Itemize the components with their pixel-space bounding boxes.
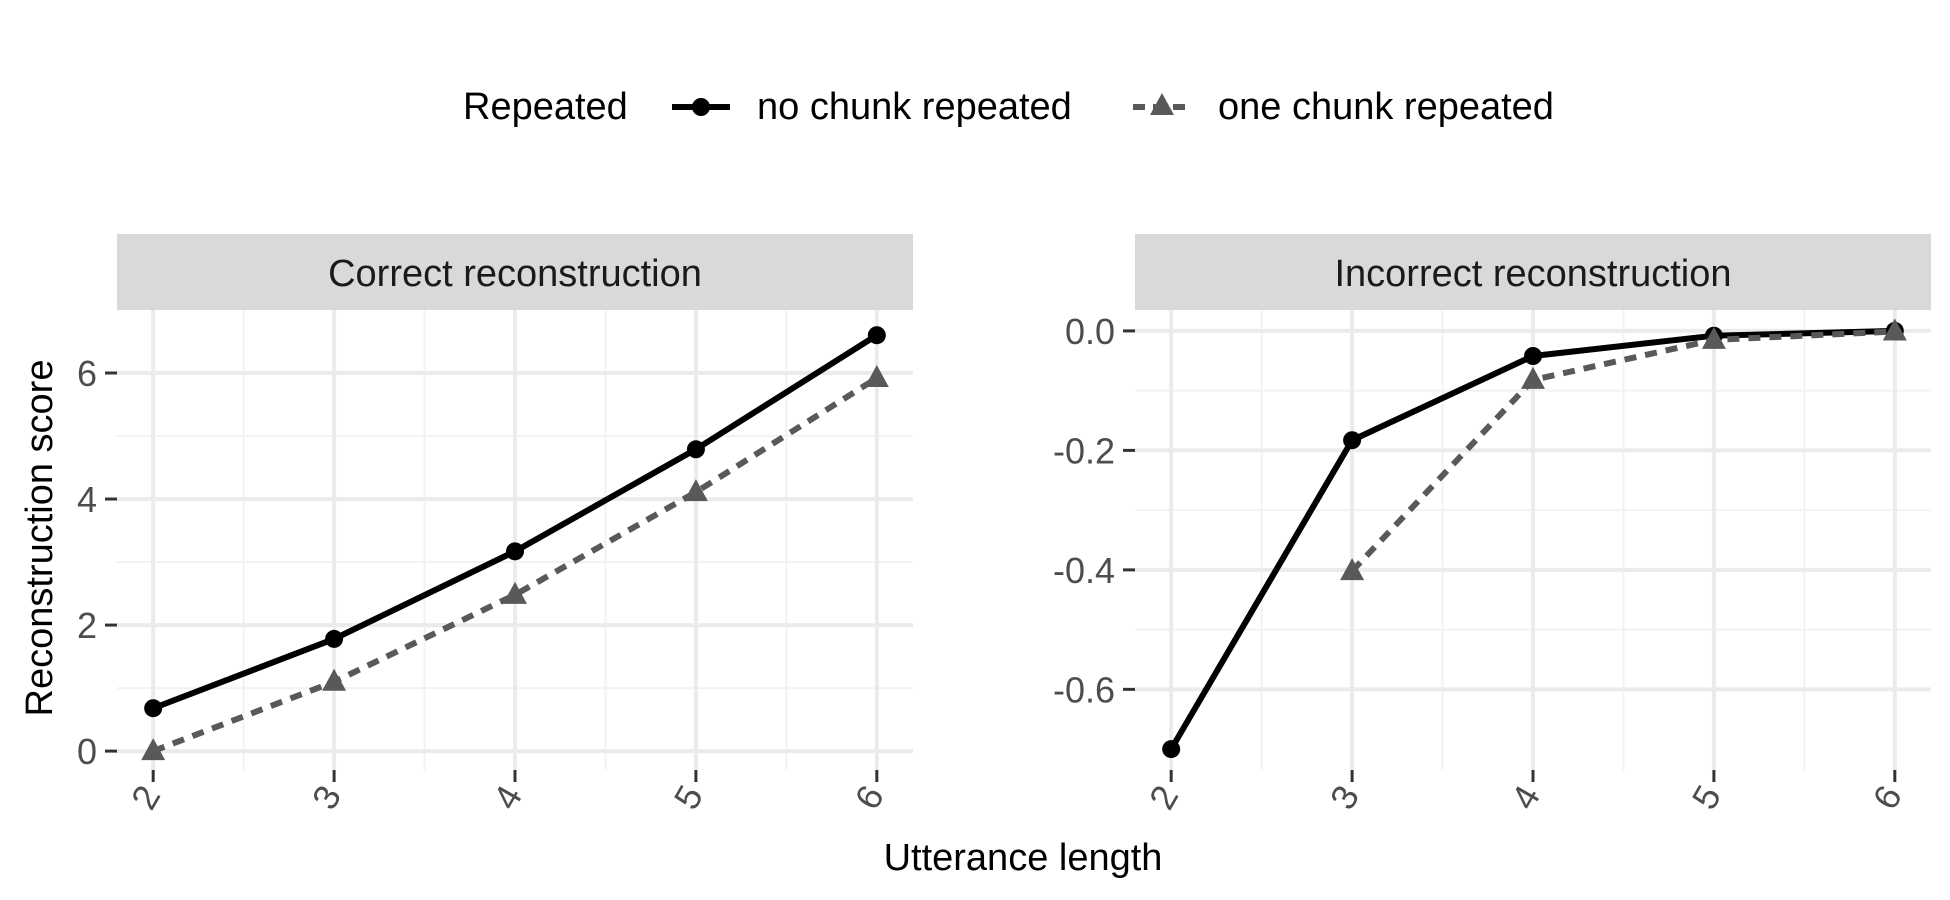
legend-title: Repeated	[463, 86, 628, 128]
x-tick-label: 5	[1684, 778, 1730, 816]
y-tick-label: -0.6	[1053, 669, 1115, 710]
x-tick-label: 4	[485, 778, 531, 816]
x-tick-labels: 2 3 4 5 6	[1141, 770, 1910, 816]
y-tick-label: 4	[77, 479, 97, 520]
data-point	[1162, 740, 1181, 759]
panel-incorrect-reconstruction: Incorrect reconstruction 0.0 -0.2 -0.4 -0.6…	[1053, 234, 1931, 816]
legend-key-one-chunk	[1133, 93, 1191, 115]
x-tick-label: 2	[123, 778, 169, 816]
y-tick-labels: 0 2 4 6	[77, 353, 117, 772]
y-axis-title: Reconstruction score	[19, 360, 61, 717]
series-marks	[1162, 318, 1907, 759]
y-tick-label: -0.4	[1053, 550, 1115, 591]
x-tick-label: 6	[846, 778, 892, 816]
data-point	[325, 629, 344, 648]
y-tick-label: 6	[77, 353, 97, 394]
data-point	[683, 479, 708, 502]
x-tick-labels: 2 3 4 5 6	[123, 770, 892, 816]
x-axis-title: Utterance length	[884, 837, 1163, 879]
y-tick-labels: 0.0 -0.2 -0.4 -0.6	[1053, 311, 1135, 710]
data-point	[686, 440, 705, 459]
x-tick-label: 3	[304, 778, 350, 816]
legend-label-no-chunk: no chunk repeated	[757, 86, 1072, 128]
strip-title: Incorrect reconstruction	[1334, 253, 1731, 295]
y-tick-label: 2	[77, 605, 97, 646]
y-tick-label: 0.0	[1065, 311, 1115, 352]
x-tick-label: 6	[1864, 778, 1910, 816]
data-point	[322, 668, 347, 691]
strip-background	[117, 234, 913, 310]
data-point	[144, 699, 163, 718]
series-line	[152, 375, 879, 754]
legend-label-one-chunk: one chunk repeated	[1218, 86, 1554, 128]
data-point	[1343, 431, 1362, 450]
y-tick-label: 0	[77, 731, 97, 772]
data-point	[864, 365, 889, 388]
data-point	[1882, 318, 1907, 341]
x-tick-label: 5	[666, 778, 712, 816]
series-marks	[141, 326, 889, 761]
data-point	[506, 542, 524, 561]
x-tick-label: 2	[1141, 778, 1187, 816]
series-line	[1349, 328, 1895, 574]
legend: Repeated no chunk repeated one chunk rep…	[463, 86, 1554, 128]
gridlines	[117, 310, 913, 770]
gridlines	[1135, 310, 1931, 770]
y-tick-label: -0.2	[1053, 430, 1115, 471]
data-point	[1340, 558, 1365, 581]
strip-title: Correct reconstruction	[328, 253, 702, 295]
x-tick-label: 3	[1322, 778, 1368, 816]
data-point	[141, 738, 166, 761]
data-point	[1524, 347, 1542, 365]
strip-background	[1135, 234, 1931, 310]
data-point	[867, 326, 886, 345]
x-tick-label: 4	[1503, 778, 1549, 816]
data-point	[503, 581, 527, 604]
legend-key-no-chunk	[672, 98, 730, 116]
data-point	[1521, 366, 1545, 389]
data-point	[1701, 326, 1726, 349]
